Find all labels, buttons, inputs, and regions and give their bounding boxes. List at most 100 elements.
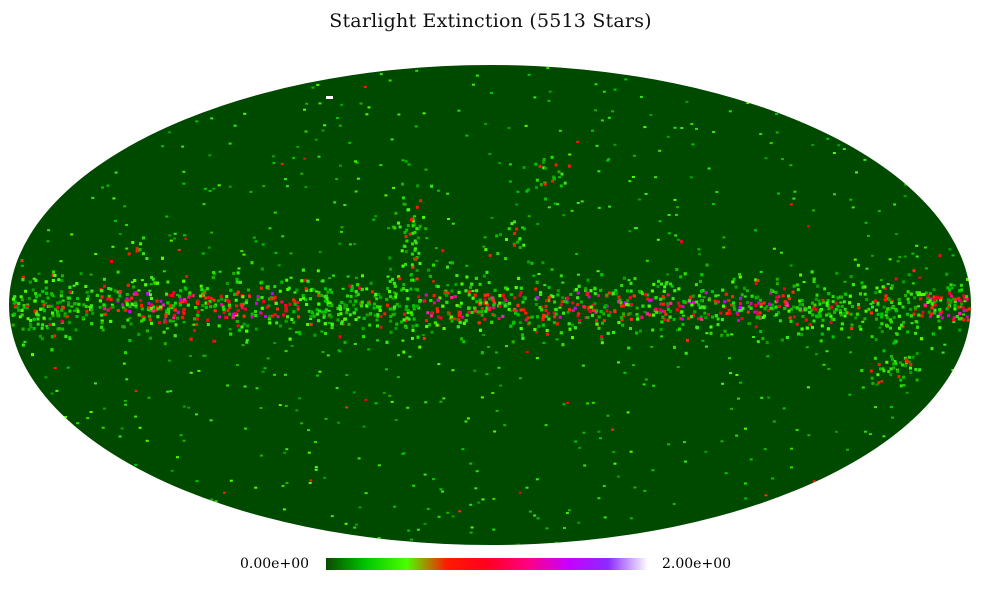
extinction-sample bbox=[204, 301, 208, 305]
extinction-sample bbox=[162, 330, 166, 334]
extinction-sample bbox=[203, 291, 207, 295]
extinction-sample bbox=[448, 261, 452, 264]
extinction-sample bbox=[267, 317, 271, 321]
extinction-sample bbox=[691, 143, 695, 146]
extinction-sample bbox=[32, 327, 36, 330]
extinction-sample bbox=[229, 288, 233, 292]
extinction-sample bbox=[233, 292, 237, 296]
extinction-sample bbox=[508, 163, 512, 166]
extinction-sample bbox=[324, 308, 328, 312]
extinction-sample bbox=[34, 278, 38, 282]
extinction-sample bbox=[522, 166, 526, 169]
extinction-sample bbox=[861, 320, 865, 323]
extinction-sample bbox=[225, 282, 229, 285]
extinction-sample bbox=[536, 315, 539, 319]
extinction-sample bbox=[285, 185, 289, 188]
extinction-sample bbox=[424, 401, 428, 404]
extinction-sample bbox=[410, 278, 414, 282]
extinction-sample bbox=[480, 396, 484, 399]
extinction-sample bbox=[401, 196, 405, 200]
extinction-sample bbox=[182, 439, 186, 442]
extinction-sample bbox=[109, 319, 113, 323]
extinction-sample bbox=[826, 327, 830, 331]
extinction-sample bbox=[336, 306, 340, 310]
extinction-sample bbox=[868, 433, 872, 436]
extinction-sample bbox=[544, 197, 548, 201]
extinction-sample bbox=[309, 479, 313, 482]
extinction-sample bbox=[815, 353, 818, 356]
extinction-sample bbox=[789, 307, 793, 311]
extinction-sample bbox=[837, 144, 841, 147]
extinction-sample bbox=[17, 308, 21, 312]
extinction-sample bbox=[111, 245, 115, 248]
extinction-sample bbox=[820, 332, 824, 336]
extinction-sample bbox=[926, 297, 930, 301]
extinction-sample bbox=[949, 294, 953, 298]
extinction-sample bbox=[895, 332, 899, 336]
extinction-sample bbox=[562, 311, 566, 315]
extinction-sample bbox=[85, 297, 89, 301]
extinction-sample bbox=[35, 295, 38, 299]
extinction-sample bbox=[432, 478, 435, 481]
extinction-sample bbox=[795, 283, 799, 287]
extinction-sample bbox=[29, 325, 33, 329]
extinction-sample bbox=[738, 306, 742, 309]
extinction-sample bbox=[699, 279, 702, 283]
extinction-sample bbox=[140, 303, 143, 307]
extinction-sample bbox=[130, 281, 134, 284]
extinction-sample bbox=[781, 158, 784, 161]
extinction-sample bbox=[945, 272, 949, 276]
extinction-sample bbox=[51, 314, 55, 318]
extinction-sample bbox=[106, 308, 110, 312]
extinction-sample bbox=[916, 293, 920, 297]
extinction-sample bbox=[680, 240, 683, 244]
extinction-sample bbox=[149, 283, 153, 286]
extinction-sample bbox=[547, 317, 551, 321]
extinction-sample bbox=[658, 220, 662, 223]
extinction-sample bbox=[260, 280, 264, 284]
extinction-sample bbox=[514, 311, 517, 315]
extinction-sample bbox=[268, 315, 272, 319]
extinction-sample bbox=[505, 238, 508, 241]
extinction-sample bbox=[907, 355, 911, 359]
extinction-sample bbox=[666, 293, 670, 297]
extinction-sample bbox=[552, 175, 555, 179]
extinction-sample bbox=[12, 312, 16, 316]
extinction-sample bbox=[904, 358, 908, 362]
extinction-sample bbox=[307, 429, 311, 432]
extinction-sample bbox=[918, 276, 922, 279]
extinction-sample bbox=[367, 106, 371, 109]
extinction-sample bbox=[354, 290, 358, 294]
extinction-sample bbox=[643, 126, 647, 129]
extinction-sample bbox=[789, 319, 793, 323]
extinction-sample bbox=[437, 323, 441, 327]
extinction-sample bbox=[629, 281, 633, 285]
extinction-sample bbox=[173, 308, 177, 312]
extinction-sample bbox=[539, 291, 543, 295]
extinction-sample bbox=[169, 390, 173, 393]
extinction-sample bbox=[900, 323, 904, 327]
extinction-sample bbox=[937, 319, 941, 323]
extinction-sample bbox=[887, 370, 891, 374]
extinction-sample bbox=[67, 296, 71, 300]
extinction-sample bbox=[456, 325, 460, 329]
extinction-sample bbox=[137, 289, 141, 292]
extinction-sample bbox=[558, 176, 561, 179]
extinction-sample bbox=[135, 247, 139, 250]
extinction-sample bbox=[314, 468, 318, 471]
extinction-sample bbox=[658, 149, 662, 152]
extinction-sample bbox=[568, 308, 571, 312]
extinction-sample bbox=[530, 315, 534, 319]
extinction-sample bbox=[760, 396, 764, 399]
extinction-sample bbox=[226, 298, 230, 302]
extinction-sample bbox=[84, 285, 88, 288]
extinction-sample bbox=[372, 218, 376, 221]
extinction-sample bbox=[720, 440, 724, 443]
extinction-sample bbox=[869, 302, 873, 305]
extinction-sample bbox=[652, 384, 656, 387]
extinction-sample bbox=[964, 295, 968, 299]
extinction-sample bbox=[323, 295, 327, 299]
extinction-sample bbox=[283, 373, 287, 376]
extinction-sample bbox=[318, 251, 322, 254]
extinction-sample bbox=[268, 227, 272, 230]
